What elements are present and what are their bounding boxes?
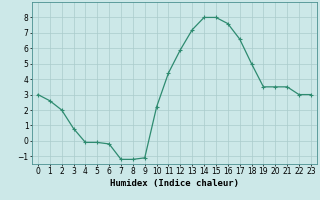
X-axis label: Humidex (Indice chaleur): Humidex (Indice chaleur) (110, 179, 239, 188)
